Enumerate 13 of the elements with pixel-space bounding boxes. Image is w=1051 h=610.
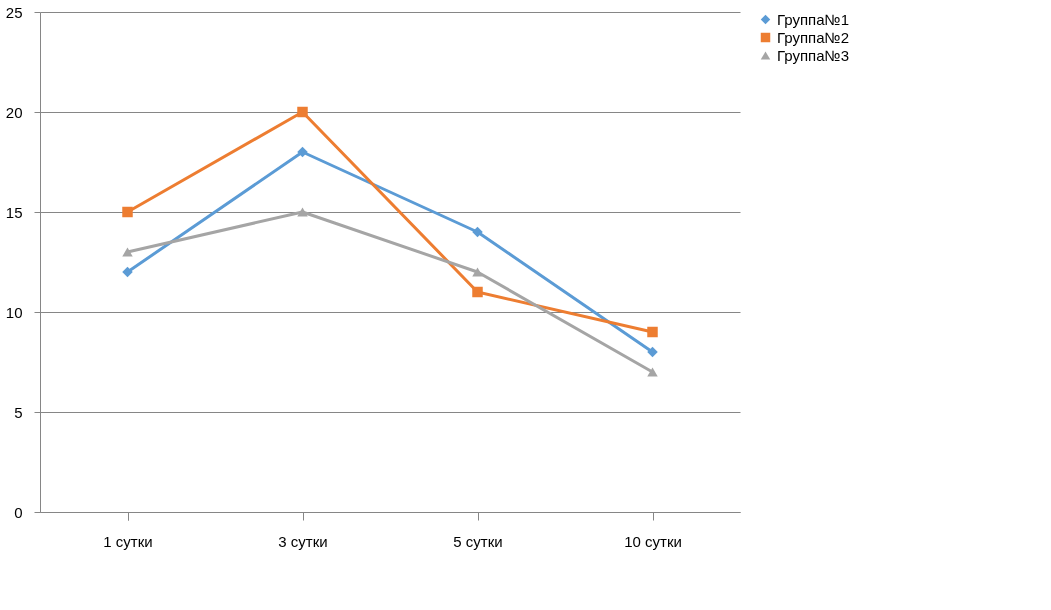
legend-label: Группа№3 xyxy=(777,46,849,64)
x-tick-label: 1 сутки xyxy=(103,532,153,550)
y-tick-label: 20 xyxy=(5,103,23,121)
x-tick-label: 10 сутки xyxy=(624,532,682,550)
legend-label: Группа№2 xyxy=(777,28,849,46)
y-tick-label: 25 xyxy=(5,3,23,21)
y-tick-label: 0 xyxy=(14,503,23,521)
y-tick-label: 10 xyxy=(5,303,23,321)
y-tick-label: 15 xyxy=(5,203,23,221)
x-tick-label: 3 сутки xyxy=(278,532,328,550)
x-tick-label: 5 сутки xyxy=(453,532,503,550)
y-tick-label: 5 xyxy=(14,403,23,421)
legend-label: Группа№1 xyxy=(777,10,849,28)
